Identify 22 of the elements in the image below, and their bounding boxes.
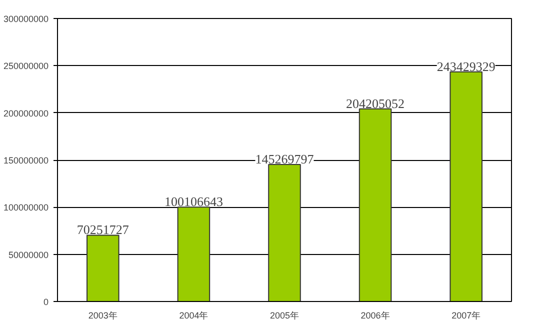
data-label: 100106643 xyxy=(164,194,223,210)
x-tick-label: 2003年 xyxy=(88,310,118,320)
y-tick-label: 150000000 xyxy=(3,156,49,166)
x-tick-label: 2006年 xyxy=(360,310,390,320)
data-label: 243429329 xyxy=(436,58,496,74)
y-tick-label: 250000000 xyxy=(3,61,49,72)
bar xyxy=(358,108,392,302)
y-tick-label: 0 xyxy=(43,297,49,307)
data-label: 204205052 xyxy=(346,96,405,111)
x-tick-label: 2005年 xyxy=(270,310,300,320)
bar xyxy=(450,71,482,302)
data-label: 145269797 xyxy=(255,151,314,166)
x-tick-label: 2004年 xyxy=(179,310,208,320)
bar xyxy=(268,164,301,302)
x-tick-label: 2007年 xyxy=(452,310,481,320)
bar xyxy=(177,206,210,302)
y-tick-label: 100000000 xyxy=(3,202,49,213)
data-label: 70251727 xyxy=(76,222,130,238)
y-tick-label: 200000000 xyxy=(3,108,49,118)
y-tick-label: 50000000 xyxy=(8,250,49,260)
y-tick-label: 300000000 xyxy=(3,14,49,24)
bar xyxy=(86,234,120,302)
